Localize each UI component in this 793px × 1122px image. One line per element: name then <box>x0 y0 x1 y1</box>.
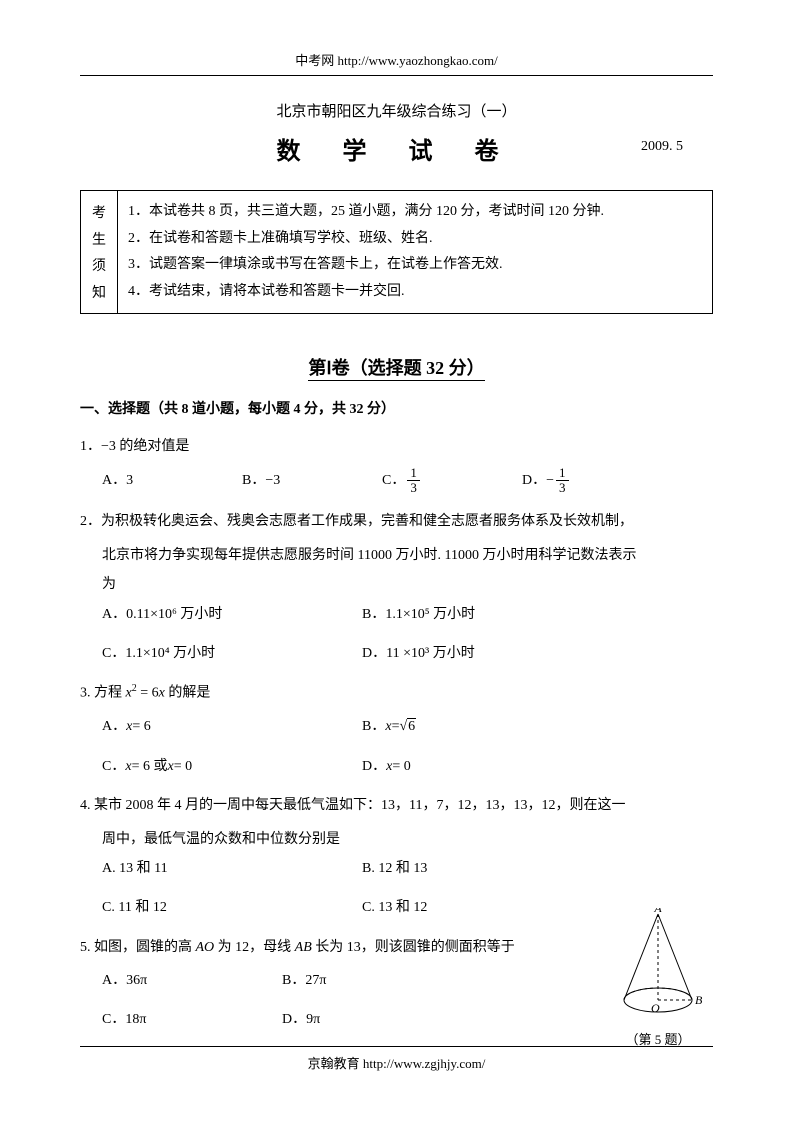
q3-suffix: 的解是 <box>165 686 211 701</box>
q1-choice-d: D． − 13 <box>522 466 642 496</box>
q1-choice-b: B． −3 <box>242 466 362 496</box>
top-rule <box>80 75 713 76</box>
page-footer: 京翰教育 http://www.zgjhjy.com/ <box>0 1046 793 1072</box>
q2-b-label: B． <box>362 600 385 629</box>
q2-text3: 为 <box>80 570 713 599</box>
q1-c-label: C． <box>382 466 405 495</box>
q3-choice-b: B．x = 6 <box>362 712 622 741</box>
q2-text1: 2．为积极转化奥运会、残奥会志愿者工作成果，完善和健全志愿者服务体系及长效机制， <box>80 507 713 536</box>
q2-d-label: D． <box>362 639 386 668</box>
q5-a-val: 36π <box>126 966 147 995</box>
q4-choice-c: C. 11 和 12 <box>102 893 362 922</box>
q3-choice-c: C．x = 6 或 x = 0 <box>102 752 362 781</box>
q5-d-val: 9π <box>306 1005 320 1034</box>
svg-text:O: O <box>651 1001 660 1015</box>
q1-text: 1．−3 的绝对值是 <box>80 432 713 461</box>
q3-d-label: D． <box>362 752 386 781</box>
q2-choice-a: A．0.11×10⁶ 万小时 <box>102 600 362 629</box>
q2-text2: 北京市将力争实现每年提供志愿服务时间 11000 万小时. 11000 万小时用… <box>80 541 713 570</box>
q1-d-frac: 13 <box>556 466 569 496</box>
title-row: 数 学 试 卷 2009. 5 <box>80 131 713 166</box>
q5-b-label: B． <box>282 966 305 995</box>
q5-choice-d: D．9π <box>282 1005 462 1034</box>
cone-icon: A O B <box>613 908 703 1018</box>
svg-text:B: B <box>695 993 703 1007</box>
exam-date: 2009. 5 <box>641 139 683 155</box>
q2-b-val: 1.1×10⁵ 万小时 <box>385 600 475 629</box>
q4-choice-a: A. 13 和 11 <box>102 854 362 883</box>
q2-c-label: C． <box>102 639 125 668</box>
q3-b-label: B． <box>362 712 385 741</box>
q2-c-val: 1.1×10⁴ 万小时 <box>125 639 215 668</box>
q3-text: 3. 方程 x2 = 6x 的解是 <box>80 678 713 708</box>
q1-choice-c: C． 13 <box>382 466 502 496</box>
subsection-heading: 一、选择题（共 8 道小题，每小题 4 分，共 32 分） <box>80 398 713 418</box>
q3-choice-d: D．x = 0 <box>362 752 622 781</box>
svg-text:A: A <box>653 908 662 915</box>
q4-text2: 周中，最低气温的众数和中位数分别是 <box>80 825 713 854</box>
footer-rule <box>80 1046 713 1047</box>
q5-d-label: D． <box>282 1005 306 1034</box>
q2-choice-c: C．1.1×10⁴ 万小时 <box>102 639 362 668</box>
q5-c-label: C． <box>102 1005 125 1034</box>
question-4: 4. 某市 2008 年 4 月的一周中每天最低气温如下：13，11，7，12，… <box>80 791 713 923</box>
q2-a-label: A． <box>102 600 126 629</box>
notice-item-1: 1．本试卷共 8 页，共三道大题，25 道小题，满分 120 分，考试时间 12… <box>128 199 702 226</box>
subtitle: 北京市朝阳区九年级综合练习（一） <box>80 100 713 121</box>
exam-page: 中考网 http://www.yaozhongkao.com/ 北京市朝阳区九年… <box>0 0 793 1122</box>
q3-choice-a: A．x = 6 <box>102 712 362 741</box>
question-2: 2．为积极转化奥运会、残奥会志愿者工作成果，完善和健全志愿者服务体系及长效机制，… <box>80 507 713 668</box>
q4-choice-d: C. 13 和 12 <box>362 893 622 922</box>
notice-char-4: 知 <box>92 282 106 302</box>
q5-choice-b: B．27π <box>282 966 462 995</box>
q4-text1: 4. 某市 2008 年 4 月的一周中每天最低气温如下：13，11，7，12，… <box>80 791 713 820</box>
notice-char-3: 须 <box>92 255 106 275</box>
notice-left-label: 考 生 须 知 <box>81 191 118 313</box>
q1-a-val: 3 <box>126 466 133 495</box>
q1-choices: A． 3 B． −3 C． 13 D． − 13 <box>80 466 713 502</box>
section-1-title: 第Ⅰ卷（选择题 32 分） <box>80 354 713 380</box>
q3-c-label: C． <box>102 752 125 781</box>
notice-item-2: 2．在试卷和答题卡上准确填写学校、班级、姓名. <box>128 226 702 253</box>
q1-b-val: −3 <box>265 466 280 495</box>
q5-a-label: A． <box>102 966 126 995</box>
footer-text: 京翰教育 http://www.zgjhjy.com/ <box>308 1056 486 1071</box>
q4-choice-b: B. 12 和 13 <box>362 854 622 883</box>
q5-choice-c: C．18π <box>102 1005 282 1034</box>
notice-box: 考 生 须 知 1．本试卷共 8 页，共三道大题，25 道小题，满分 120 分… <box>80 190 713 314</box>
q5-b-val: 27π <box>305 966 326 995</box>
q1-d-neg: − <box>546 466 554 495</box>
main-title: 数 学 试 卷 <box>277 131 517 166</box>
question-3: 3. 方程 x2 = 6x 的解是 A．x = 6 B．x = 6 C．x = … <box>80 678 713 781</box>
q2-choices: A．0.11×10⁶ 万小时 B．1.1×10⁵ 万小时 C．1.1×10⁴ 万… <box>80 600 713 669</box>
q1-choice-a: A． 3 <box>102 466 222 496</box>
top-header-link: 中考网 http://www.yaozhongkao.com/ <box>80 50 713 69</box>
q2-choice-d: D．11 ×10³ 万小时 <box>362 639 622 668</box>
q3-prefix: 3. 方程 <box>80 686 126 701</box>
q5-c-val: 18π <box>125 1005 146 1034</box>
q1-c-frac: 13 <box>407 466 420 496</box>
q3-choices: A．x = 6 B．x = 6 C．x = 6 或 x = 0 D．x = 0 <box>80 712 713 781</box>
section-1-title-text: 第Ⅰ卷（选择题 32 分） <box>308 358 484 381</box>
q2-a-val: 0.11×10⁶ 万小时 <box>126 600 222 629</box>
q2-choice-b: B．1.1×10⁵ 万小时 <box>362 600 622 629</box>
notice-char-2: 生 <box>92 229 106 249</box>
q5-figure: A O B （第 5 题） <box>608 908 708 1048</box>
notice-item-4: 4．考试结束，请将本试卷和答题卡一并交回. <box>128 279 702 306</box>
q1-a-label: A． <box>102 466 126 495</box>
question-1: 1．−3 的绝对值是 A． 3 B． −3 C． 13 D． − 13 <box>80 432 713 501</box>
q5-choice-a: A．36π <box>102 966 282 995</box>
q5-choices: A．36π B．27π C．18π D．9π <box>80 966 522 1035</box>
notice-item-3: 3．试题答案一律填涂或书写在答题卡上，在试卷上作答无效. <box>128 252 702 279</box>
notice-content: 1．本试卷共 8 页，共三道大题，25 道小题，满分 120 分，考试时间 12… <box>118 191 712 313</box>
q3-a-label: A． <box>102 712 126 741</box>
q2-d-val: 11 ×10³ 万小时 <box>386 639 475 668</box>
q1-d-label: D． <box>522 466 546 495</box>
q1-b-label: B． <box>242 466 265 495</box>
notice-char-1: 考 <box>92 202 106 222</box>
